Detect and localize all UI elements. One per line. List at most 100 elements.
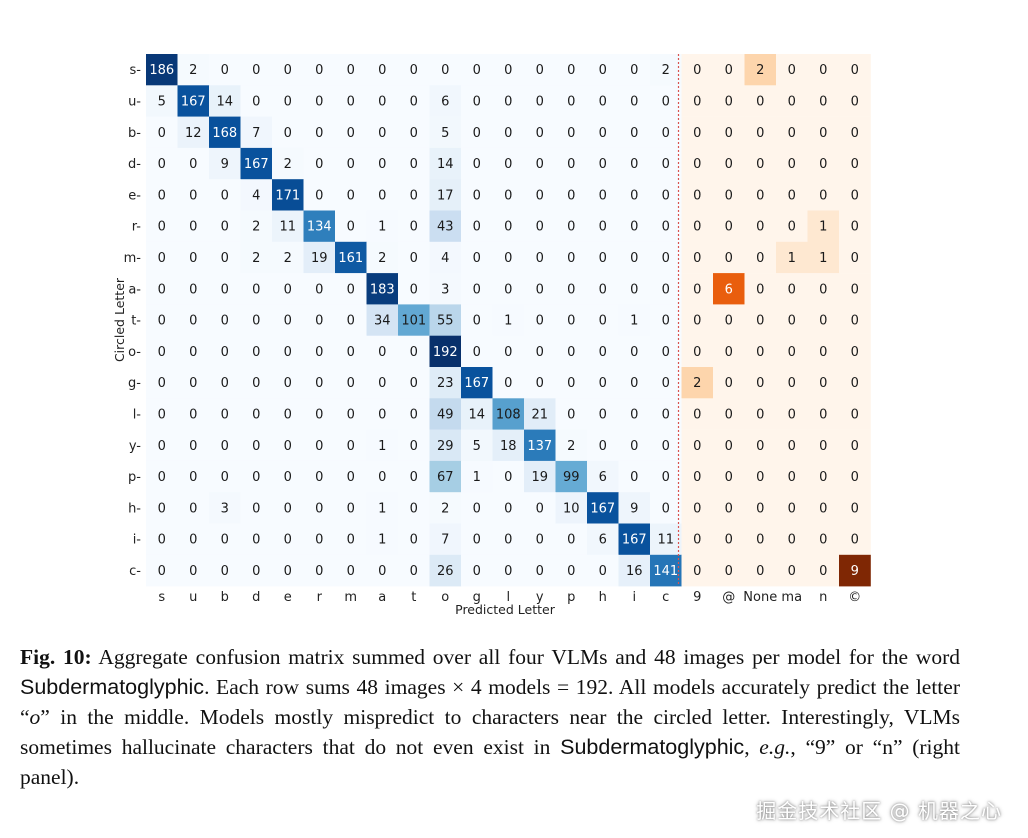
row-tick-label: c-	[129, 564, 141, 579]
cell-value-label: 0	[315, 314, 323, 329]
cell-value-label: 0	[693, 345, 701, 360]
heatmap-cell	[807, 273, 840, 305]
cell-value-label: 0	[473, 220, 481, 235]
heatmap-cell	[524, 179, 556, 211]
heatmap-cell	[146, 335, 178, 368]
heatmap-cell	[650, 492, 682, 524]
heatmap-cell	[524, 210, 556, 243]
heatmap-cell	[492, 429, 525, 462]
cell-value-label: 0	[567, 376, 575, 391]
heatmap-cell	[744, 460, 777, 493]
heatmap-cell	[492, 335, 525, 368]
heatmap-cell	[335, 398, 367, 430]
cell-value-label: 167	[622, 533, 647, 548]
heatmap-cell	[303, 179, 336, 211]
cell-value-label: 0	[788, 157, 796, 172]
heatmap-cell	[650, 54, 682, 86]
column-tick-label: ©	[848, 590, 861, 605]
cell-value-label: 0	[725, 220, 733, 235]
heatmap-cell	[524, 367, 556, 399]
cell-value-label: 183	[370, 282, 395, 297]
column-tick-label: @	[722, 590, 735, 605]
cell-value-label: 14	[437, 157, 454, 172]
cell-value-label: 0	[630, 63, 638, 78]
heatmap-cell	[681, 398, 714, 430]
cell-value-label: 0	[599, 126, 607, 141]
heatmap-cell	[587, 523, 619, 556]
heatmap-cell	[839, 460, 871, 493]
cell-value-label: 1	[504, 314, 512, 329]
cell-value-label: 0	[284, 94, 292, 109]
cell-value-label: 0	[473, 533, 481, 548]
cell-value-label: 0	[725, 533, 733, 548]
cell-value-label: 0	[284, 282, 292, 297]
row-tick-label: e-	[128, 188, 141, 203]
cell-value-label: 0	[221, 63, 229, 78]
cell-value-label: 0	[725, 94, 733, 109]
cell-value-label: 0	[819, 63, 827, 78]
heatmap-cell	[398, 398, 430, 430]
heatmap-cell	[555, 429, 588, 462]
cell-value-label: 0	[410, 501, 418, 516]
heatmap-cell	[713, 335, 745, 368]
row-tick-label: a-	[128, 282, 141, 297]
cell-value-label: 0	[315, 407, 323, 422]
heatmap-cell	[177, 54, 210, 86]
cell-value-label: 43	[437, 220, 454, 235]
heatmap-cell	[555, 210, 588, 243]
cell-value-label: 0	[599, 376, 607, 391]
cell-value-label: 0	[504, 94, 512, 109]
heatmap-cell	[177, 429, 210, 462]
heatmap-cell	[776, 492, 808, 524]
cell-value-label: 0	[662, 220, 670, 235]
heatmap-cell	[744, 554, 777, 587]
row-tick-label: i-	[133, 533, 142, 548]
cell-value-label: 2	[284, 251, 292, 266]
caption-text-3: ” in the middle. Models mostly mispredic…	[20, 705, 960, 759]
cell-value-label: 1	[378, 220, 386, 235]
heatmap-cell	[524, 460, 556, 493]
row-tick-label: y-	[129, 439, 141, 454]
column-tick-label: c	[662, 590, 669, 605]
heatmap-cell	[272, 273, 304, 305]
heatmap-cell	[429, 210, 462, 243]
cell-value-label: 0	[788, 470, 796, 485]
column-tick-labels: s u b d e r m a t o g l y p h i c 9 @ None ma n ©	[158, 590, 861, 605]
heatmap-cell	[807, 335, 840, 368]
cell-value-label: 0	[725, 345, 733, 360]
heatmap-cell	[398, 273, 430, 305]
cell-value-label: 0	[662, 188, 670, 203]
heatmap-cell	[807, 523, 840, 556]
heatmap-cell	[618, 179, 651, 211]
cell-value-label: 0	[788, 282, 796, 297]
column-tick-label: None	[743, 590, 777, 605]
cell-value-label: 0	[252, 94, 260, 109]
row-tick-label: g-	[128, 376, 141, 391]
cell-value-label: 0	[473, 282, 481, 297]
heatmap-cell	[398, 179, 430, 211]
cell-value-label: 0	[536, 533, 544, 548]
heatmap-cell	[555, 523, 588, 556]
heatmap-cell	[776, 460, 808, 493]
cell-value-label: 0	[756, 564, 764, 579]
cell-value-label: 0	[284, 564, 292, 579]
cell-value-label: 0	[567, 564, 575, 579]
cell-value-label: 0	[788, 439, 796, 454]
caption-letter: o	[29, 705, 41, 729]
heatmap-cell	[839, 398, 871, 430]
cell-value-label: 0	[693, 282, 701, 297]
heatmap-cell	[776, 116, 808, 149]
heatmap-cell	[555, 492, 588, 524]
cell-value-label: 0	[221, 564, 229, 579]
cell-value-label: 0	[756, 126, 764, 141]
heatmap-cell	[618, 304, 651, 336]
heatmap-cell	[524, 492, 556, 524]
cell-value-label: 2	[284, 157, 292, 172]
cell-value-label: 161	[338, 251, 363, 266]
cell-value-label: 0	[851, 282, 859, 297]
heatmap-cell	[776, 273, 808, 305]
heatmap-cell	[366, 273, 399, 305]
cell-value-label: 14	[468, 407, 485, 422]
cell-value-label: 0	[504, 157, 512, 172]
cell-value-label: 0	[536, 314, 544, 329]
